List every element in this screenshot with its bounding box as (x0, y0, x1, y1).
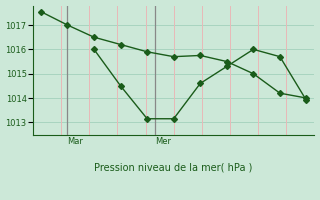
Text: Mar: Mar (68, 137, 83, 146)
Text: Pression niveau de la mer( hPa ): Pression niveau de la mer( hPa ) (94, 163, 253, 173)
Text: Mer: Mer (155, 137, 171, 146)
